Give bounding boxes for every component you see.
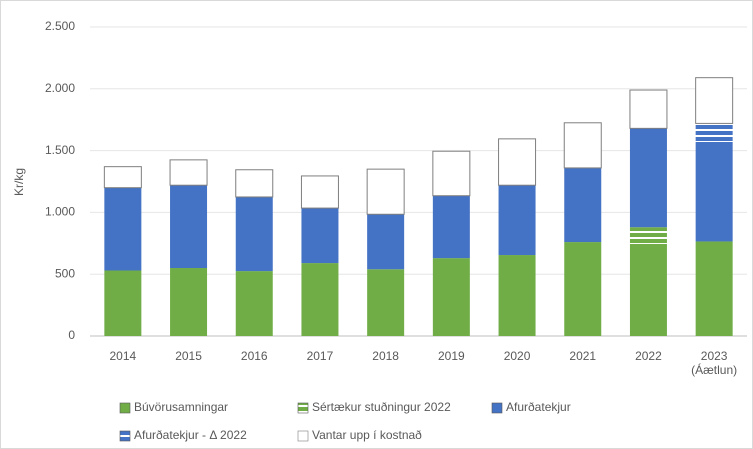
y-tick-label: 0: [68, 328, 75, 342]
bar-segment: [629, 89, 668, 129]
legend-swatch: [491, 402, 503, 414]
legend-label: Sértækur stuðningur 2022: [312, 400, 451, 414]
bar-segment: [629, 243, 667, 336]
y-axis-label: Kr/kg: [12, 168, 26, 196]
legend-swatch: [297, 402, 309, 414]
x-tick-label: 2014: [109, 349, 137, 363]
bar-segment: [629, 128, 667, 228]
bar-segment: [564, 242, 602, 336]
bar-segment: [301, 263, 339, 336]
y-tick-label: 500: [55, 266, 75, 280]
bar-segment: [695, 123, 733, 142]
bar-segment: [695, 77, 734, 124]
bar-segment: [103, 166, 142, 189]
bar-segment: [695, 141, 733, 242]
legend-label: Búvörusamningar: [134, 400, 228, 414]
bar-segment: [366, 168, 405, 215]
bar-segment: [170, 185, 208, 269]
bar-segment: [498, 185, 536, 256]
bar-segment: [235, 271, 273, 336]
bar-segment: [104, 270, 142, 336]
legend-label: Afurðatekjur: [506, 400, 571, 414]
bar-segment: [564, 167, 602, 243]
x-tick-label: 2016: [240, 349, 268, 363]
bar-segment: [432, 258, 470, 336]
y-tick-label: 1.000: [45, 205, 75, 219]
y-tick-label: 2.500: [45, 19, 75, 33]
bar-segment: [170, 268, 208, 336]
y-tick-label: 2.000: [45, 81, 75, 95]
bar-segment: [563, 122, 602, 169]
bar-segment: [300, 175, 339, 209]
bar-segment: [169, 159, 208, 186]
x-tick-label: 2019: [437, 349, 465, 363]
x-tick-label: 2022: [635, 349, 662, 363]
legend-swatch: [297, 430, 309, 442]
bar-segment: [498, 255, 536, 336]
x-tick-label: 2020: [503, 349, 531, 363]
legend-swatch: [119, 430, 131, 442]
y-tick-label: 1.500: [45, 143, 75, 157]
bar-segment: [629, 227, 667, 244]
bar-segment: [301, 208, 339, 264]
bar-segment: [432, 150, 471, 197]
legend-label: Vantar upp í kostnað: [312, 428, 422, 442]
bar-segment: [432, 195, 470, 259]
bar-segment: [235, 196, 273, 272]
bar-segment: [235, 169, 274, 198]
x-tick-label: 2018: [372, 349, 399, 363]
x-tick-label: 2021: [569, 349, 597, 363]
bar-segment: [367, 269, 405, 336]
legend-swatch: [119, 402, 131, 414]
x-tick-label: 2017: [306, 349, 334, 363]
bar-segment: [498, 138, 537, 186]
legend-label: Afurðatekjur - Δ 2022: [134, 428, 247, 442]
bar-segment: [367, 214, 405, 270]
bar-segment: [695, 241, 733, 336]
x-tick-label: 2023 (Áætlun): [691, 349, 738, 377]
bar-segment: [104, 187, 142, 271]
x-tick-label: 2015: [175, 349, 202, 363]
